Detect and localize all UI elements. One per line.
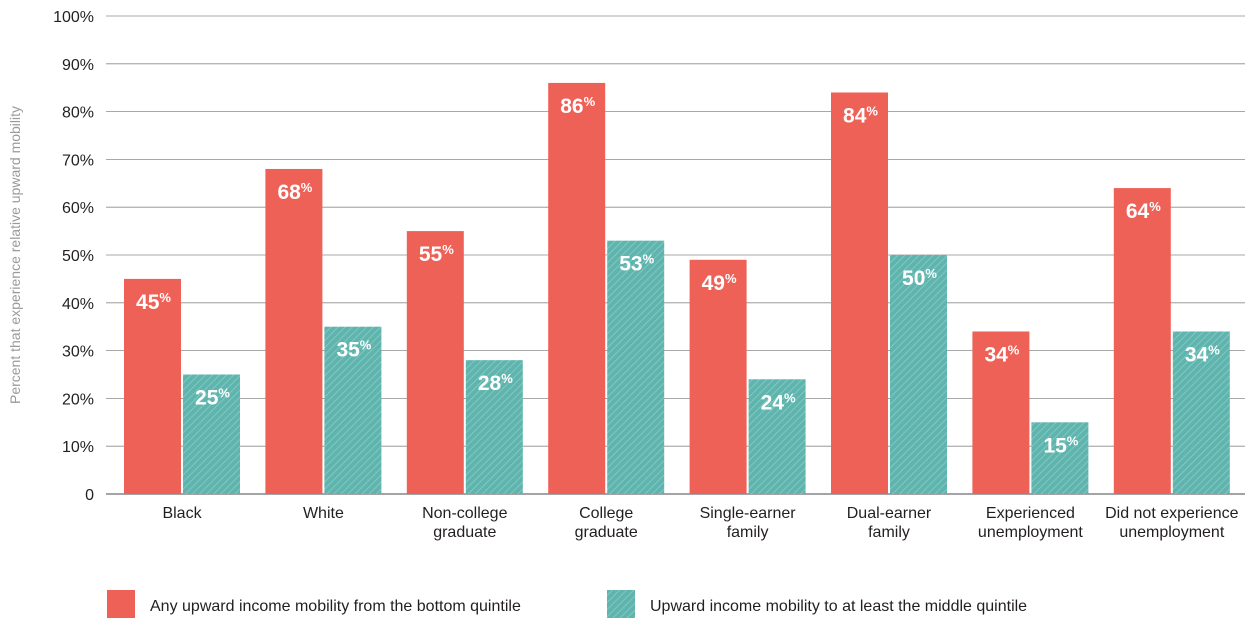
x-category-label: Non-college: [422, 505, 507, 522]
bar-value-label: 25%: [195, 386, 230, 410]
bar-value-label: 50%: [902, 266, 937, 290]
bar-middle-quintile-mobility: [465, 360, 523, 494]
x-category-label: Black: [162, 505, 202, 522]
legend-label: Any upward income mobility from the bott…: [150, 598, 521, 615]
y-tick-label: 100%: [53, 9, 94, 26]
x-category-label: Did not experience: [1105, 505, 1239, 522]
y-axis-title: Percent that experience relative upward …: [7, 106, 23, 404]
bar-value-label: 15%: [1043, 433, 1078, 457]
x-category-label: graduate: [433, 524, 496, 541]
bar-value-label: 45%: [136, 290, 171, 314]
bar-any-upward-mobility: [1113, 188, 1171, 494]
bar-middle-quintile-mobility: [890, 255, 947, 494]
bar-value-label: 53%: [619, 252, 654, 276]
y-tick-label: 80%: [62, 105, 94, 122]
bar-value-label: 35%: [336, 338, 371, 362]
x-category-label: Experienced: [986, 505, 1075, 522]
x-category-label: College: [579, 505, 633, 522]
y-tick-label: 60%: [62, 200, 94, 217]
legend-swatch-any-upward: [107, 590, 135, 618]
bar-value-label: 24%: [761, 390, 796, 414]
y-tick-label: 10%: [62, 439, 94, 456]
bar-any-upward-mobility: [124, 278, 181, 494]
bar-any-upward-mobility: [548, 82, 606, 495]
bar-value-label: 86%: [560, 94, 595, 118]
x-category-label: unemployment: [1119, 524, 1225, 541]
bar-any-upward-mobility: [972, 331, 1030, 494]
x-category-label: White: [303, 505, 344, 522]
y-tick-label: 70%: [62, 152, 94, 169]
bar-middle-quintile-mobility: [324, 326, 382, 494]
legend: Any upward income mobility from the bott…: [107, 590, 1027, 618]
x-category-label: Dual-earner: [847, 505, 932, 522]
bar-value-label: 34%: [1185, 342, 1220, 366]
y-tick-label: 20%: [62, 391, 94, 408]
bar-middle-quintile-mobility: [607, 240, 665, 494]
bar-value-label: 68%: [277, 180, 312, 204]
bar-middle-quintile-mobility: [748, 379, 806, 494]
x-category-label: family: [727, 524, 769, 541]
bar-middle-quintile-mobility: [1172, 331, 1230, 494]
bar-value-label: 49%: [702, 271, 737, 295]
bars-layer: 45% 25% 68% 35% 55% 28% 86% 53% 49% 24% 84% 50% 34% 1…: [124, 82, 1230, 495]
y-tick-label: 90%: [62, 57, 94, 74]
bar-any-upward-mobility: [689, 259, 747, 494]
x-category-label: unemployment: [978, 524, 1084, 541]
bar-value-label: 55%: [419, 242, 454, 266]
y-tick-label: 50%: [62, 248, 94, 265]
y-tick-label: 40%: [62, 296, 94, 313]
x-category-label: graduate: [575, 524, 638, 541]
bar-value-label: 84%: [843, 103, 878, 127]
bar-any-upward-mobility: [265, 168, 323, 494]
bar-middle-quintile-mobility: [1031, 422, 1089, 494]
bar-value-label: 34%: [984, 342, 1019, 366]
bar-any-upward-mobility: [406, 231, 464, 494]
bar-value-label: 64%: [1126, 199, 1161, 223]
legend-swatch-middle-quintile: [607, 590, 635, 618]
legend-label: Upward income mobility to at least the m…: [650, 598, 1027, 615]
x-category-label: family: [868, 524, 910, 541]
axis-layer: 0 10% 20% 30% 40% 50% 60% 70% 80% 90% 100% Percent …: [7, 9, 1239, 541]
x-category-label: Single-earner: [700, 505, 797, 522]
y-tick-label: 30%: [62, 344, 94, 361]
bar-middle-quintile-mobility: [183, 374, 240, 494]
bar-value-label: 28%: [478, 371, 513, 395]
bar-any-upward-mobility: [831, 92, 888, 494]
y-tick-label: 0: [85, 487, 94, 504]
